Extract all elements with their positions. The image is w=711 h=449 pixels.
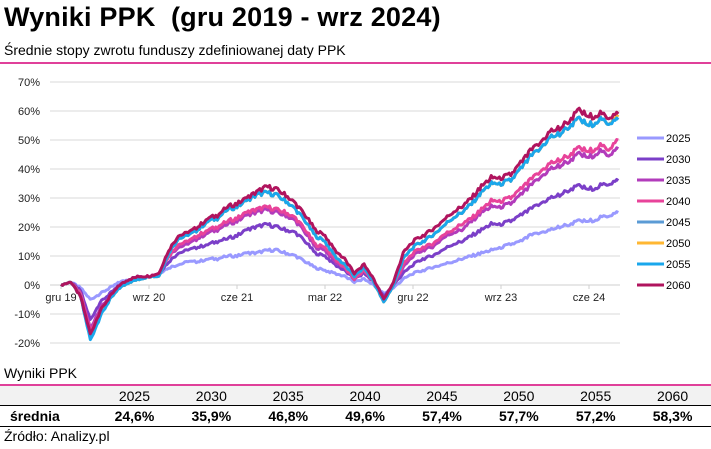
- legend-label-2035: 2035: [666, 175, 690, 187]
- table-cell: 24,6%: [96, 405, 173, 427]
- table-header-cell: 2055: [557, 386, 635, 406]
- legend-label-2025: 2025: [666, 133, 690, 145]
- table-cell: 46,8%: [249, 405, 327, 427]
- series-line-2055: [60, 115, 620, 342]
- table-header-cell: 2050: [480, 386, 558, 406]
- table-title: Wyniki PPK: [4, 365, 78, 381]
- table-cell: 57,4%: [403, 405, 481, 427]
- results-table: 2025 2030 2035 2040 2045 2050 2055 2060 …: [0, 386, 711, 427]
- x-tick-label: gru 19: [45, 292, 76, 304]
- series-line-2060: [60, 106, 620, 336]
- y-tick-label: 40%: [18, 164, 40, 176]
- table-header-cell: 2035: [249, 386, 327, 406]
- y-tick-label: 50%: [18, 135, 40, 147]
- gridlines: [50, 81, 620, 344]
- legend-label-2040: 2040: [666, 196, 690, 208]
- table-cell: 35,9%: [172, 405, 250, 427]
- row-label: średnia: [0, 405, 96, 427]
- y-axis-ticks: -20% -10% 0% 10% 20% 30% 40% 50% 60% 70%: [14, 77, 40, 350]
- table-header-cell: 2030: [172, 386, 250, 406]
- chart-subtitle: Średnie stopy zwrotu funduszy zdefiniowa…: [4, 42, 346, 58]
- table-cell: 57,2%: [557, 405, 635, 427]
- source-note: Źródło: Analizy.pl: [4, 428, 110, 444]
- x-axis: gru 19 wrz 20 cze 21 mar 22 gru 22 wrz 23 cze …: [45, 285, 605, 304]
- y-tick-label: 60%: [18, 106, 40, 118]
- page-title: Wyniki PPK (gru 2019 - wrz 2024): [4, 2, 441, 32]
- table-cell: 49,6%: [326, 405, 404, 427]
- table-cell: 58,3%: [634, 405, 711, 427]
- x-tick-label: gru 22: [397, 292, 428, 304]
- y-tick-label: 70%: [18, 77, 40, 89]
- legend-label-2055: 2055: [666, 259, 690, 271]
- legend-label-2045: 2045: [666, 217, 690, 229]
- y-tick-label: -10%: [14, 309, 40, 321]
- legend-label-2030: 2030: [666, 154, 690, 166]
- series-lines: [60, 106, 620, 342]
- divider-top: [0, 62, 711, 64]
- table-header-cell: 2060: [634, 386, 711, 406]
- y-tick-label: 0%: [24, 280, 40, 292]
- legend: 2025 2030 2035 2040 2045 2050 2055 2060: [637, 133, 690, 292]
- x-tick-label: wrz 20: [132, 292, 165, 304]
- y-tick-label: 30%: [18, 193, 40, 205]
- divider-table: [0, 384, 711, 386]
- table-header-cell: 2040: [326, 386, 404, 406]
- legend-label-2050: 2050: [666, 238, 690, 250]
- table-header-row: 2025 2030 2035 2040 2045 2050 2055 2060: [0, 386, 711, 406]
- table-header-cell: 2045: [403, 386, 481, 406]
- y-tick-label: -20%: [14, 338, 40, 350]
- x-tick-label: wrz 23: [484, 292, 517, 304]
- line-chart: -20% -10% 0% 10% 20% 30% 40% 50% 60% 70% gru 19 wr…: [14, 77, 690, 350]
- y-tick-label: 20%: [18, 222, 40, 234]
- legend-label-2060: 2060: [666, 280, 690, 292]
- table-header-cell: [0, 386, 96, 406]
- table-row: średnia 24,6% 35,9% 46,8% 49,6% 57,4% 57…: [0, 405, 711, 427]
- x-tick-label: cze 21: [221, 292, 253, 304]
- table-header-cell: 2025: [96, 386, 173, 406]
- table-cell: 57,7%: [480, 405, 558, 427]
- x-tick-label: mar 22: [308, 292, 342, 304]
- y-tick-label: 10%: [18, 251, 40, 263]
- x-tick-label: cze 24: [573, 292, 605, 304]
